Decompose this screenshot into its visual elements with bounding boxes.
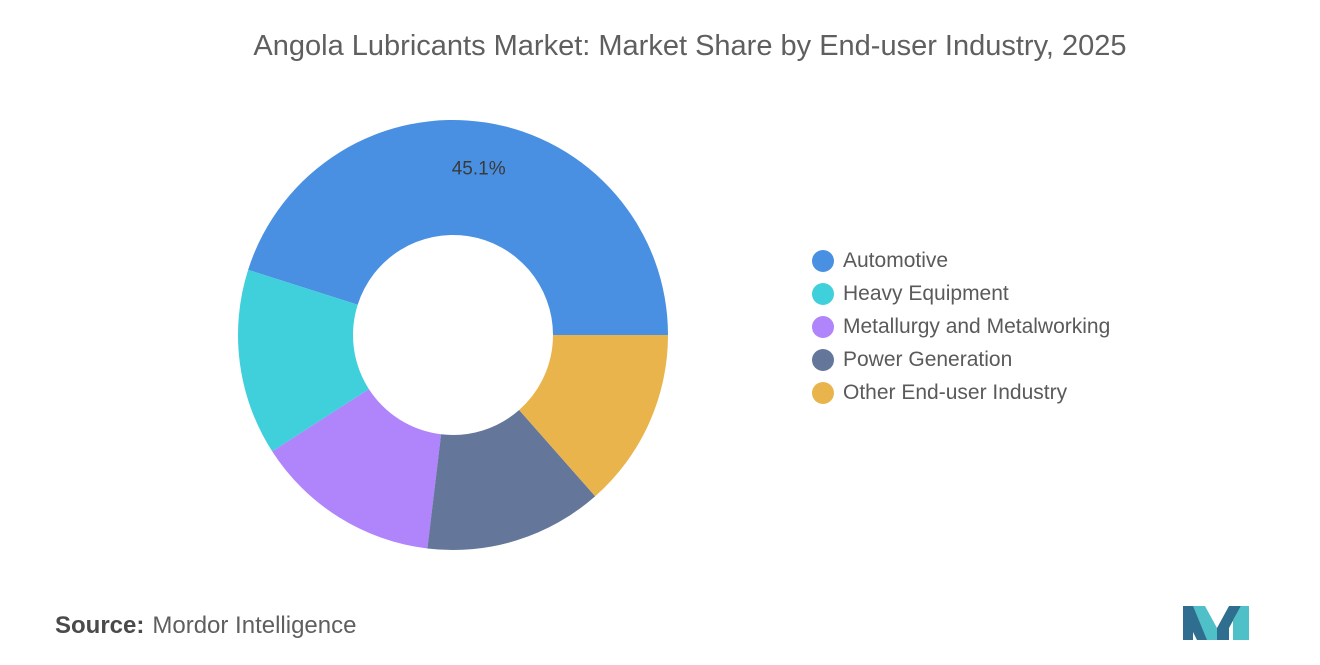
legend-swatch bbox=[812, 348, 834, 371]
source-note: Source: Mordor Intelligence bbox=[55, 612, 356, 640]
legend-swatch bbox=[812, 315, 834, 338]
legend-item: Power Generation bbox=[812, 343, 1110, 376]
legend-label: Automotive bbox=[843, 248, 949, 272]
source-label: Source: bbox=[55, 612, 145, 639]
chart-title: Angola Lubricants Market: Market Share b… bbox=[253, 30, 1127, 62]
legend-item: Metallurgy and Metalworking bbox=[812, 310, 1110, 343]
legend-item: Heavy Equipment bbox=[812, 277, 1110, 310]
slice-other-end-user-industry bbox=[519, 335, 668, 497]
slice-metallurgy-and-metalworking bbox=[272, 389, 442, 549]
legend-label: Heavy Equipment bbox=[843, 281, 1009, 305]
legend-label: Power Generation bbox=[843, 347, 1013, 371]
slice-power-generation bbox=[427, 410, 596, 550]
slice-heavy-equipment bbox=[238, 269, 369, 452]
source-text: Mordor Intelligence bbox=[152, 612, 357, 639]
data-label-automotive: 45.1% bbox=[452, 158, 506, 179]
legend-label: Other End-user Industry bbox=[843, 380, 1068, 404]
legend-item: Other End-user Industry bbox=[812, 376, 1110, 409]
mordor-intelligence-logo-icon bbox=[1183, 606, 1249, 640]
legend-label: Metallurgy and Metalworking bbox=[843, 314, 1111, 338]
legend-swatch bbox=[812, 381, 834, 404]
legend-swatch bbox=[812, 282, 834, 305]
legend-item: Automotive bbox=[812, 244, 1110, 277]
legend-swatch bbox=[812, 249, 834, 272]
slice-automotive bbox=[248, 119, 668, 335]
chart-legend: Automotive Heavy Equipment Metallurgy and … bbox=[812, 244, 1110, 409]
